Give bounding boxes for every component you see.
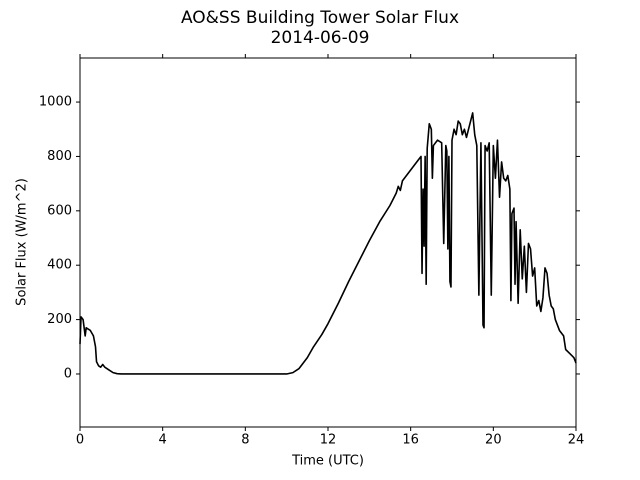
y-tick-label: 800 — [47, 149, 72, 164]
x-tick-label: 8 — [241, 433, 249, 448]
y-tick-label: 0 — [64, 366, 72, 381]
x-tick-label: 4 — [159, 433, 167, 448]
x-tick-label: 0 — [76, 433, 84, 448]
y-tick-label: 400 — [47, 258, 72, 273]
x-tick-label: 12 — [320, 433, 337, 448]
chart-title: AO&SS Building Tower Solar Flux — [181, 8, 459, 28]
x-tick-label: 16 — [402, 433, 419, 448]
x-tick-label: 24 — [568, 433, 585, 448]
y-axis-label: Solar Flux (W/m^2) — [15, 178, 30, 306]
y-tick-label: 200 — [47, 312, 72, 327]
data-line — [79, 112, 577, 375]
x-axis-label: Time (UTC) — [291, 454, 364, 469]
chart-subtitle: 2014-06-09 — [271, 28, 370, 48]
y-tick-label: 1000 — [39, 95, 72, 110]
y-tick-label: 600 — [47, 203, 72, 218]
x-tick-label: 20 — [485, 433, 502, 448]
